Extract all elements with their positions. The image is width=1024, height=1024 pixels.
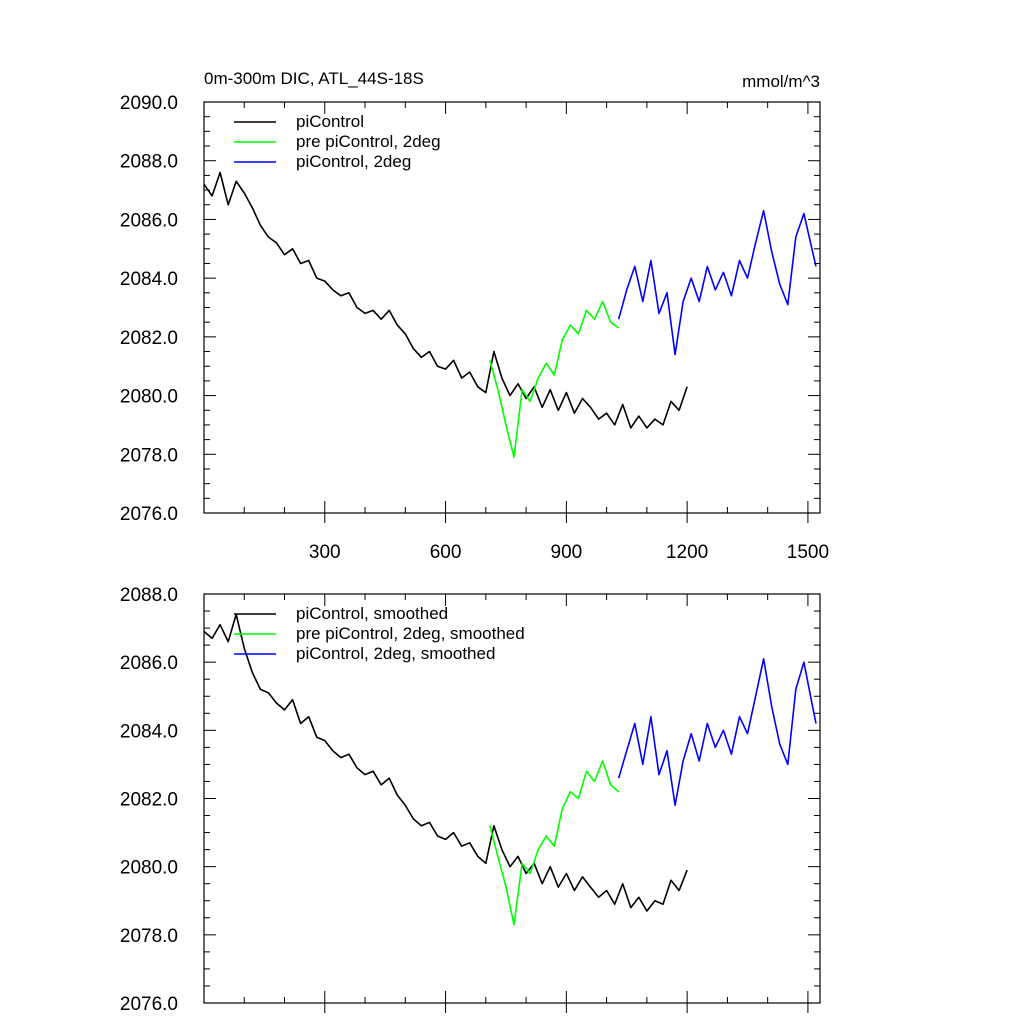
legend-label: piControl, 2deg: [296, 152, 411, 171]
series-line-picontrol-2deg: [617, 209, 817, 356]
x-tick-label: 900: [551, 542, 583, 563]
y-tick-label: 2088.0: [120, 152, 178, 173]
chart-title: 0m-300m DIC, ATL_44S-18S: [204, 69, 424, 88]
y-tick-label: 2086.0: [120, 653, 178, 674]
legend-label: piControl: [296, 112, 364, 131]
series-line-pre-picontrol-2deg-smoothed: [489, 760, 620, 926]
y-tick-label: 2078.0: [120, 926, 178, 947]
x-tick-label: 1500: [787, 542, 829, 563]
y-tick-label: 2088.0: [120, 585, 178, 606]
y-tick-label: 2084.0: [120, 721, 178, 742]
series-line-picontrol: [203, 171, 688, 429]
series-line-pre-picontrol-2deg: [489, 300, 620, 459]
legend-label: piControl, 2deg, smoothed: [296, 644, 495, 663]
y-tick-label: 2082.0: [120, 328, 178, 349]
y-tick-label: 2086.0: [120, 210, 178, 231]
y-tick-label: 2084.0: [120, 269, 178, 290]
y-tick-label: 2078.0: [120, 445, 178, 466]
units-label: mmol/m^3: [742, 72, 820, 91]
series-line-picontrol-smoothed: [203, 613, 688, 912]
series-line-picontrol-2deg-smoothed: [617, 657, 817, 807]
y-tick-label: 2076.0: [120, 994, 178, 1015]
y-tick-label: 2080.0: [120, 858, 178, 879]
y-tick-label: 2080.0: [120, 387, 178, 408]
legend-label: pre piControl, 2deg: [296, 132, 441, 151]
bottom-panel: 2076.0 2078.0 2080.0 2082.0 2084.0 2086.0 2088…: [120, 585, 821, 1015]
x-tick-label: 1200: [666, 542, 708, 563]
y-tick-label: 2090.0: [120, 93, 178, 114]
x-tick-label: 600: [430, 542, 462, 563]
y-tick-label: 2082.0: [120, 790, 178, 811]
x-tick-label: 300: [309, 542, 341, 563]
legend-label: piControl, smoothed: [296, 604, 448, 623]
y-tick-label: 2076.0: [120, 504, 178, 525]
legend-label: pre piControl, 2deg, smoothed: [296, 624, 525, 643]
top-panel: 0m-300m DIC, ATL_44S-18S mmol/m^3 2076.0…: [120, 69, 829, 563]
